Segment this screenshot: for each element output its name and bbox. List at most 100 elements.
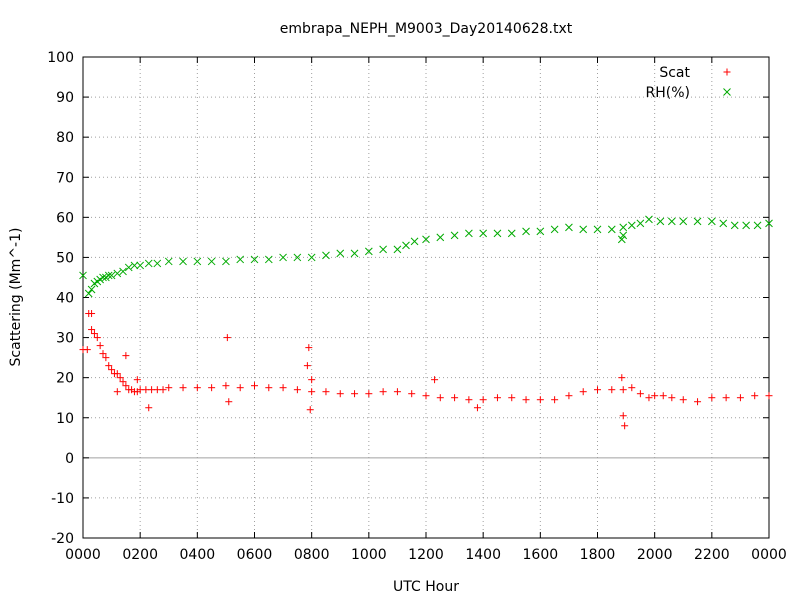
legend-marker <box>723 88 731 96</box>
y-axis-label: Scattering (Mm^-1) <box>8 228 24 367</box>
scat-point <box>116 374 124 382</box>
rh-point <box>393 245 402 254</box>
rh-point <box>693 217 702 226</box>
legend: Scat RH(%) <box>646 65 731 101</box>
scat-point <box>422 392 430 400</box>
rh-point <box>507 229 516 238</box>
legend-label-rh: RH(%) <box>646 85 690 101</box>
scat-point <box>522 396 530 404</box>
series-layer <box>79 215 773 430</box>
scat-point <box>619 386 627 394</box>
scat-point <box>113 388 121 396</box>
scat-point <box>279 384 287 392</box>
rh-point <box>307 253 316 262</box>
rh-point <box>379 245 387 254</box>
scat-point <box>594 386 601 394</box>
scat-point <box>751 392 759 400</box>
scat-point <box>473 404 481 412</box>
y-tick-label: 10 <box>56 411 74 427</box>
scat-point <box>408 390 416 398</box>
rh-point <box>236 255 245 264</box>
scat-point <box>251 382 258 390</box>
rh-point <box>645 215 653 224</box>
rh-point <box>707 217 716 226</box>
scat-point <box>628 384 636 392</box>
grid <box>83 57 769 538</box>
scat-point <box>93 334 101 342</box>
rh-point <box>753 221 762 230</box>
scat-point <box>322 388 330 396</box>
x-tick-label: 1800 <box>580 547 616 563</box>
scat-point <box>536 396 544 404</box>
rh-point <box>136 261 145 270</box>
rh-point <box>364 247 373 256</box>
legend-marker-scat <box>723 68 731 76</box>
rh-point <box>107 271 116 280</box>
scat-point <box>179 384 187 392</box>
scat-point <box>159 386 167 394</box>
rh-point <box>656 217 665 226</box>
scat-point <box>99 350 107 358</box>
rh-point <box>164 257 173 266</box>
rh-point <box>79 271 87 280</box>
scat-point <box>679 396 687 404</box>
rh-point <box>565 223 573 232</box>
scat-point <box>651 392 659 400</box>
rh-point <box>627 221 636 230</box>
scat-point <box>565 392 573 400</box>
rh-point <box>222 257 230 266</box>
rh-point <box>336 249 345 258</box>
x-tick-label: 1200 <box>408 547 444 563</box>
scat-point <box>621 422 629 430</box>
series-rh <box>79 215 773 298</box>
x-tick-label: 0000 <box>65 547 101 563</box>
scat-point <box>465 396 473 404</box>
scat-point <box>105 362 113 370</box>
scat-point <box>222 382 230 390</box>
scat-point <box>451 394 459 402</box>
scat-point <box>113 370 121 378</box>
scat-point <box>102 354 110 362</box>
y-axis: -20 -10 0 10 20 30 40 50 60 70 80 90 100 <box>47 50 769 547</box>
scat-point <box>508 394 516 402</box>
scat-point <box>765 392 773 400</box>
rh-point <box>536 227 545 236</box>
scat-point <box>393 388 401 396</box>
scat-point <box>133 376 141 384</box>
rh-point <box>293 253 302 262</box>
scat-point <box>83 346 91 354</box>
rh-point <box>207 257 216 266</box>
scat-point <box>308 376 316 384</box>
scat-point <box>236 384 244 392</box>
scat-point <box>619 412 627 420</box>
scat-point <box>193 384 201 392</box>
rh-point <box>550 225 559 234</box>
y-tick-label: 0 <box>65 451 74 467</box>
x-axis-label: UTC Hour <box>393 579 459 595</box>
scat-point <box>306 406 314 414</box>
scat-point <box>479 396 487 404</box>
scat-point <box>96 342 104 350</box>
scat-point <box>694 398 702 406</box>
x-tick-label: 2000 <box>637 547 673 563</box>
y-tick-label: 40 <box>56 291 74 307</box>
x-tick-label: 0400 <box>180 547 216 563</box>
y-tick-label: 100 <box>47 50 74 66</box>
rh-point <box>422 235 430 244</box>
scat-point <box>436 394 444 402</box>
x-tick-label: 1400 <box>465 547 501 563</box>
rh-point <box>87 285 96 294</box>
rh-point <box>350 249 359 258</box>
scat-point <box>736 394 744 402</box>
scat-point <box>90 330 98 338</box>
y-tick-label: -20 <box>51 531 74 547</box>
y-tick-label: 60 <box>56 210 74 226</box>
scat-point <box>636 390 644 398</box>
scat-point <box>668 394 676 402</box>
scat-point <box>303 362 311 370</box>
rh-point <box>579 225 588 234</box>
scat-point <box>618 374 626 382</box>
scat-point <box>145 404 153 412</box>
rh-point <box>765 219 773 228</box>
